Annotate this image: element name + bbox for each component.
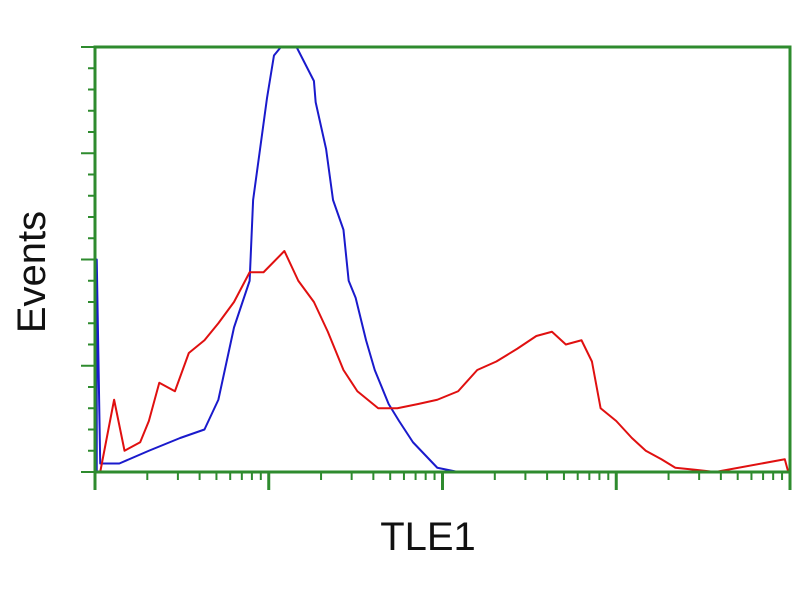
- series-layer: [95, 46, 790, 473]
- axis-ticks: [81, 46, 792, 490]
- x-axis-label: TLE1: [380, 515, 476, 559]
- series-2-line: [99, 250, 790, 473]
- plot-frame: [93, 45, 792, 474]
- y-axis-label: Events: [10, 211, 54, 333]
